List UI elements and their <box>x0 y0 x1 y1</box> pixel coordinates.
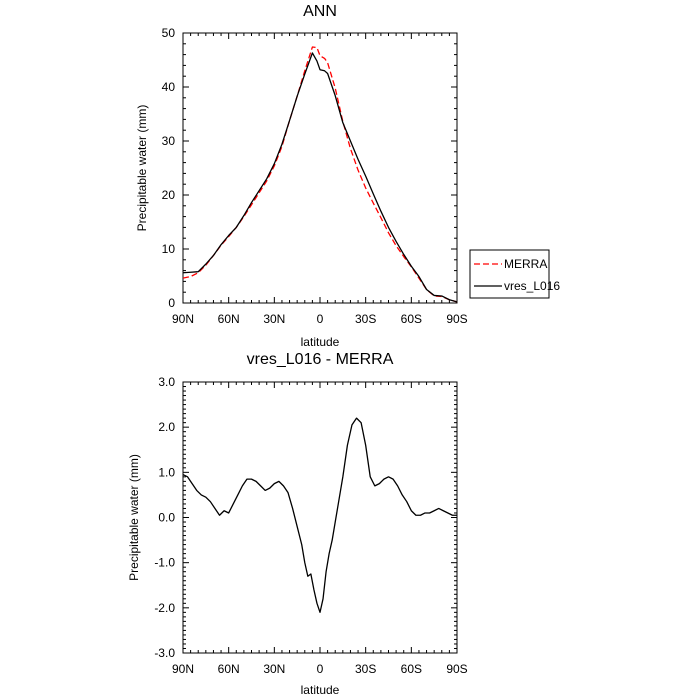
x-axis-label: latitude <box>301 683 340 697</box>
x-tick-label: 60S <box>401 662 422 676</box>
y-tick-label: 3.0 <box>158 375 175 389</box>
y-tick-label: 2.0 <box>158 420 175 434</box>
chart-panel-1: ANN 90N 60N 30N 0 30S 60S 90S 0 10 20 30 40 50 latitud… <box>135 3 560 349</box>
y-axis-label: Precipitable water (mm) <box>127 454 141 581</box>
y-tick-label: 40 <box>162 80 176 94</box>
x-axis-label: latitude <box>301 335 340 349</box>
x-tick-label: 60S <box>401 312 422 326</box>
x-tick-label: 90N <box>172 312 194 326</box>
y-tick-label: 0 <box>168 296 175 310</box>
y-tick-label: 30 <box>162 134 176 148</box>
y-tick-label: 10 <box>162 242 176 256</box>
y-tick-label: 20 <box>162 188 176 202</box>
x-tick-label: 60N <box>218 662 240 676</box>
x-tick-label: 30S <box>355 662 376 676</box>
x-tick-label: 30N <box>263 662 285 676</box>
y-tick-label: 1.0 <box>158 465 175 479</box>
series-line-difference <box>182 417 457 613</box>
y-tick-label: -1.0 <box>154 556 175 570</box>
x-tick-label: 30N <box>263 312 285 326</box>
legend: MERRA vres_L016 <box>469 249 560 299</box>
x-tick-label: 0 <box>317 312 324 326</box>
x-tick-label: 90S <box>446 312 467 326</box>
x-tick-label: 0 <box>317 662 324 676</box>
y-tick-label: -3.0 <box>154 646 175 660</box>
y-tick-label: -2.0 <box>154 601 175 615</box>
series-line-merra <box>182 46 458 303</box>
chart-title: vres_L016 - MERRA <box>247 351 394 368</box>
chart-panel-2: vres_L016 - MERRA 90N 60N 30N 0 30S 60S 90S -3.0… <box>127 351 468 697</box>
legend-label: vres_L016 <box>504 279 560 293</box>
legend-box <box>469 249 550 299</box>
legend-label: MERRA <box>504 257 547 271</box>
plot-frame <box>182 32 458 304</box>
chart-title: ANN <box>303 3 337 20</box>
y-axis-label: Precipitable water (mm) <box>135 105 149 232</box>
y-tick-label: 0.0 <box>158 511 175 525</box>
y-tick-label: 50 <box>162 26 176 40</box>
x-tick-label: 90S <box>446 662 467 676</box>
x-tick-label: 90N <box>172 662 194 676</box>
x-tick-label: 60N <box>218 312 240 326</box>
series-line-vres-l016 <box>182 52 458 303</box>
x-tick-label: 30S <box>355 312 376 326</box>
